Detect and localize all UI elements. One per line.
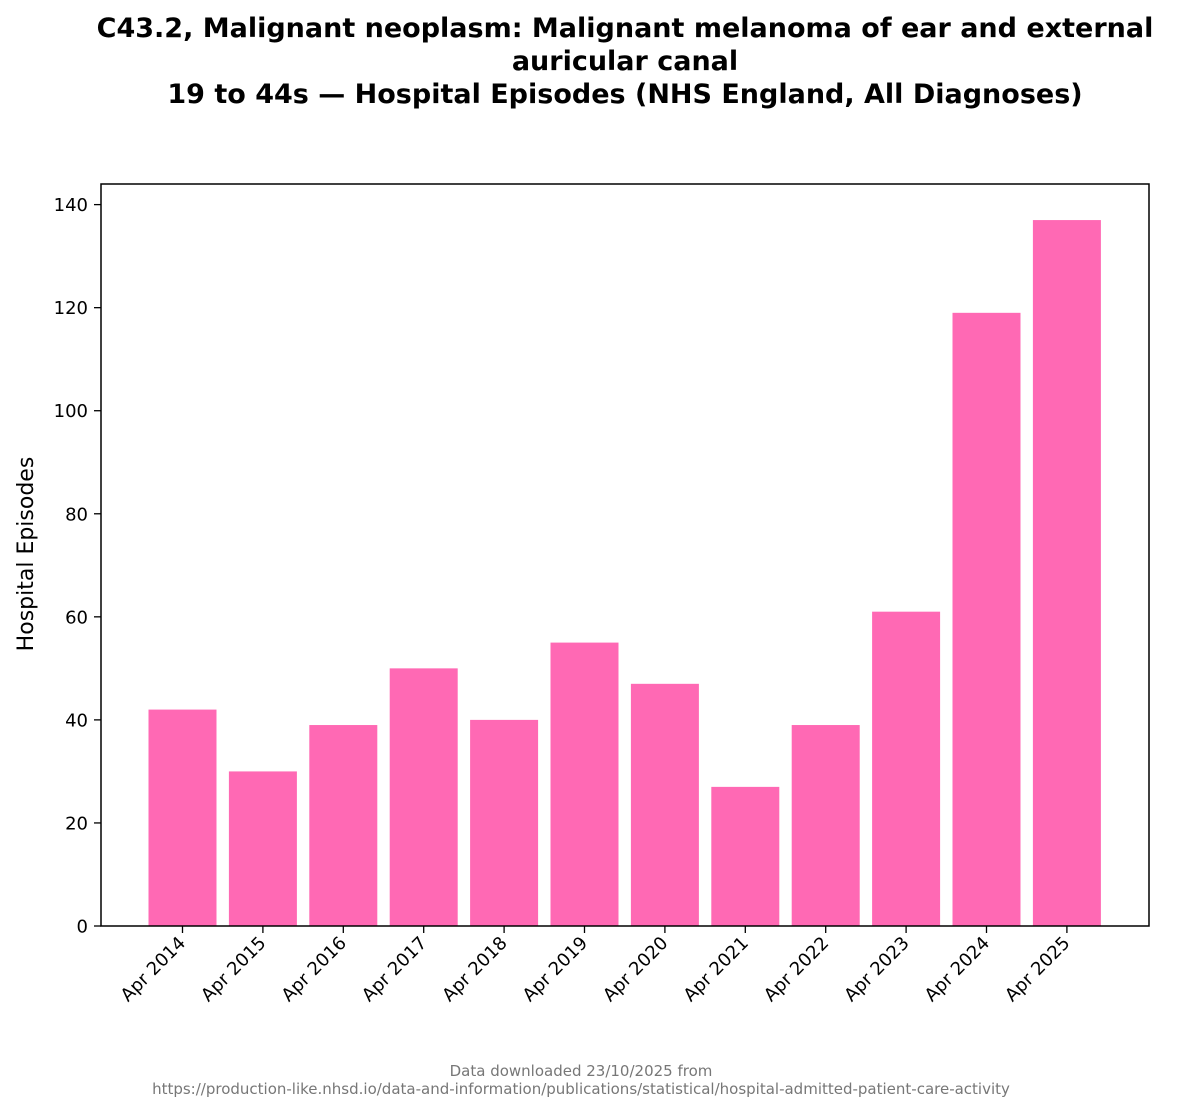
bar-apr-2016 — [309, 725, 378, 926]
data-source-date: Data downloaded 23/10/2025 from — [449, 1062, 713, 1080]
y-tick-label: 40 — [65, 710, 88, 731]
bar-apr-2018 — [470, 719, 539, 926]
data-source-url: https://production-like.nhsd.io/data-and… — [152, 1080, 1010, 1098]
x-tick-label: Apr 2017 — [358, 933, 431, 1006]
x-tick-label: Apr 2023 — [840, 933, 913, 1006]
x-tick-label: Apr 2014 — [117, 933, 190, 1006]
x-tick-label: Apr 2016 — [278, 933, 351, 1006]
bar-apr-2022 — [791, 725, 860, 926]
y-axis-label: Hospital Episodes — [14, 457, 39, 652]
y-tick-label: 0 — [77, 917, 88, 938]
x-tick-label: Apr 2020 — [599, 933, 672, 1006]
x-tick-label: Apr 2025 — [1001, 933, 1074, 1006]
bar-apr-2025 — [1032, 220, 1101, 926]
bars-group — [148, 220, 1101, 926]
bar-apr-2021 — [711, 786, 780, 926]
x-tick-label: Apr 2021 — [680, 933, 753, 1006]
bar-apr-2020 — [630, 683, 699, 926]
y-tick-label: 100 — [54, 401, 88, 422]
x-tick-label: Apr 2022 — [760, 933, 833, 1006]
chart-title: C43.2, Malignant neoplasm: Malignant mel… — [0, 12, 1200, 111]
bar-apr-2017 — [389, 668, 458, 926]
y-tick-label: 60 — [65, 607, 88, 628]
bar-apr-2024 — [952, 312, 1021, 926]
chart-title-line-2: auricular canal — [511, 46, 739, 77]
data-source-note: Data downloaded 23/10/2025 from https://… — [0, 1062, 1162, 1098]
x-tick-label: Apr 2015 — [197, 933, 270, 1006]
bar-apr-2015 — [228, 771, 297, 926]
x-axis: Apr 2014 Apr 2015 Apr 2016 Apr 2017 Apr 2018… — [117, 926, 1074, 1006]
y-axis: 0 20 40 60 80 100 120 140 — [54, 195, 101, 938]
bar-apr-2014 — [148, 709, 217, 926]
bar-apr-2019 — [550, 642, 619, 926]
x-tick-label: Apr 2019 — [519, 933, 592, 1006]
plot-frame — [100, 183, 1150, 927]
chart-title-line-1: C43.2, Malignant neoplasm: Malignant mel… — [96, 13, 1154, 44]
y-tick-label: 20 — [65, 813, 88, 834]
y-tick-label: 140 — [54, 195, 88, 216]
bar-apr-2023 — [872, 611, 941, 926]
x-tick-label: Apr 2024 — [921, 933, 994, 1006]
y-tick-label: 120 — [54, 298, 88, 319]
chart-title-line-3: 19 to 44s — Hospital Episodes (NHS Engla… — [167, 79, 1083, 110]
y-tick-label: 80 — [65, 504, 88, 525]
x-tick-label: Apr 2018 — [438, 933, 511, 1006]
